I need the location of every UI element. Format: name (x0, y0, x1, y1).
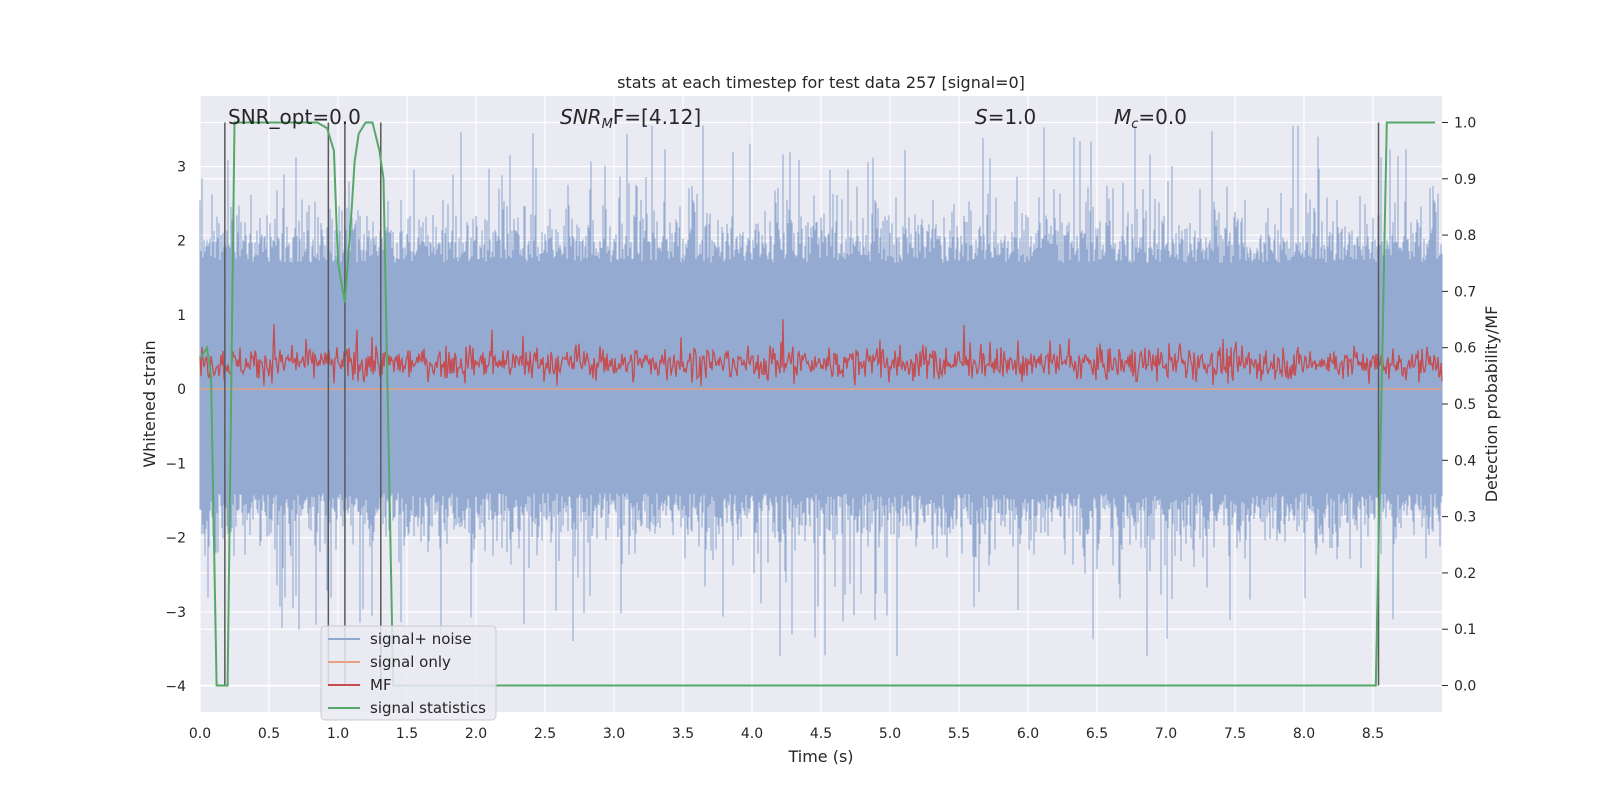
x-tick-label: 1.5 (396, 726, 418, 742)
annotation-mc-base: M (1114, 105, 1131, 129)
x-tick-label: 8.0 (1293, 726, 1315, 742)
y2-tick-label: 0.3 (1454, 510, 1476, 526)
annotation-snr-mf-rest: F=[4.12] (613, 105, 701, 129)
y2-tick-label: 0.8 (1454, 228, 1476, 244)
y2-tick-label: 0.5 (1454, 397, 1476, 413)
annotation-snr-mf-base: SNR (560, 105, 602, 129)
annotation-s: S=1.0 (975, 105, 1036, 129)
y-tick-label: 0 (177, 382, 186, 398)
signal-statistics-series (199, 121, 1436, 687)
chart-title: stats at each timestep for test data 257… (617, 73, 1025, 92)
y2-tick-label: 0.7 (1454, 284, 1476, 300)
x-tick-label: 5.5 (948, 726, 970, 742)
x-tick-label: 0.0 (189, 726, 211, 742)
x-tick-label: 2.0 (465, 726, 487, 742)
y-tick-label: −3 (165, 605, 186, 621)
x-tick-label: 4.5 (810, 726, 832, 742)
legend-label-signal-noise: signal+ noise (370, 630, 472, 648)
y2-tick-label: 0.0 (1454, 679, 1476, 695)
x-tick-label: 5.0 (879, 726, 901, 742)
y-tick-label: −1 (165, 456, 186, 472)
y2-tick-label: 1.0 (1454, 115, 1476, 131)
legend-label-mf: MF (370, 676, 392, 694)
x-tick-label: 7.5 (1224, 726, 1246, 742)
y-axis-label: Whitened strain (140, 340, 159, 467)
x-tick-label: 3.0 (603, 726, 625, 742)
y2-tick-label: 0.4 (1454, 453, 1476, 469)
y-axis-ticks: −4 −3 −2 −1 0 1 2 3 (165, 160, 186, 696)
annotation-snr-opt: SNR_opt=0.0 (228, 105, 361, 129)
y-tick-label: −4 (165, 679, 186, 695)
y2-axis-label: Detection probability/MF (1482, 306, 1501, 503)
legend-label-signal-only: signal only (370, 653, 451, 671)
annotation-mc-sub: c (1131, 117, 1138, 132)
annotation-s-rest: =1.0 (988, 105, 1037, 129)
annotation-snr-mf: SNRMF=[4.12] (560, 105, 701, 132)
annotation-mc: Mc=0.0 (1114, 105, 1187, 132)
x-tick-label: 8.5 (1362, 726, 1384, 742)
annotation-snr-mf-sub: M (602, 117, 613, 132)
x-axis-label: Time (s) (787, 747, 853, 766)
x-tick-label: 3.5 (672, 726, 694, 742)
x-axis-ticks: 0.0 0.5 1.0 1.5 2.0 2.5 3.0 3.5 4.0 4.5 5.0 5.5 6.0 6… (189, 726, 1384, 742)
x-tick-label: 6.5 (1086, 726, 1108, 742)
signal-statistics-trace (199, 121, 1436, 687)
mf-trace (199, 319, 1443, 386)
legend: signal+ noise signal only MF signal stat… (320, 625, 497, 721)
y2-tick-label: 0.1 (1454, 622, 1476, 638)
annotation-mc-rest: =0.0 (1138, 105, 1187, 129)
x-tick-label: 4.0 (741, 726, 763, 742)
y-tick-label: 3 (177, 160, 186, 176)
x-tick-label: 7.0 (1155, 726, 1177, 742)
y2-axis-ticks: 0.0 0.1 0.2 0.3 0.4 0.5 0.6 0.7 0.8 0.9 1.0 (1442, 115, 1476, 695)
y-tick-label: 1 (177, 308, 186, 324)
y2-tick-label: 0.9 (1454, 172, 1476, 188)
y-tick-label: −2 (165, 531, 186, 547)
legend-label-signal-statistics: signal statistics (370, 699, 486, 717)
x-tick-label: 2.5 (534, 726, 556, 742)
x-tick-label: 0.5 (258, 726, 280, 742)
y-tick-label: 2 (177, 234, 186, 250)
x-tick-label: 1.0 (327, 726, 349, 742)
mf-series (199, 319, 1443, 386)
y2-tick-label: 0.6 (1454, 341, 1476, 357)
x-tick-label: 6.0 (1017, 726, 1039, 742)
annotation-s-base: S (975, 105, 988, 129)
vertical-markers (224, 122, 1380, 686)
y2-tick-label: 0.2 (1454, 566, 1476, 582)
legend-box (320, 625, 497, 721)
